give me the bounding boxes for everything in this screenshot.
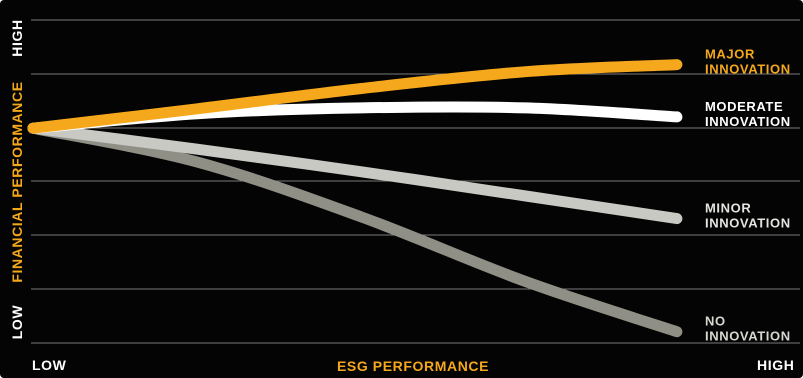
x-axis-title: ESG PERFORMANCE [337,358,489,374]
y-tick-high: HIGH [9,19,25,56]
series-line-no [27,122,683,338]
y-axis-title: FINANCIAL PERFORMANCE [9,81,25,282]
series-line-minor [27,122,683,225]
x-tick-high: HIGH [757,357,794,373]
series-label-minor: MINOR INNOVATION [705,201,791,231]
series-label-no: NO INNOVATION [705,314,791,344]
series-line-major [27,59,683,134]
series-label-moderate: MODERATE INNOVATION [705,99,791,129]
x-tick-low: LOW [32,357,67,373]
y-tick-low: LOW [9,305,25,340]
series-label-major: MAJOR INNOVATION [705,47,791,77]
